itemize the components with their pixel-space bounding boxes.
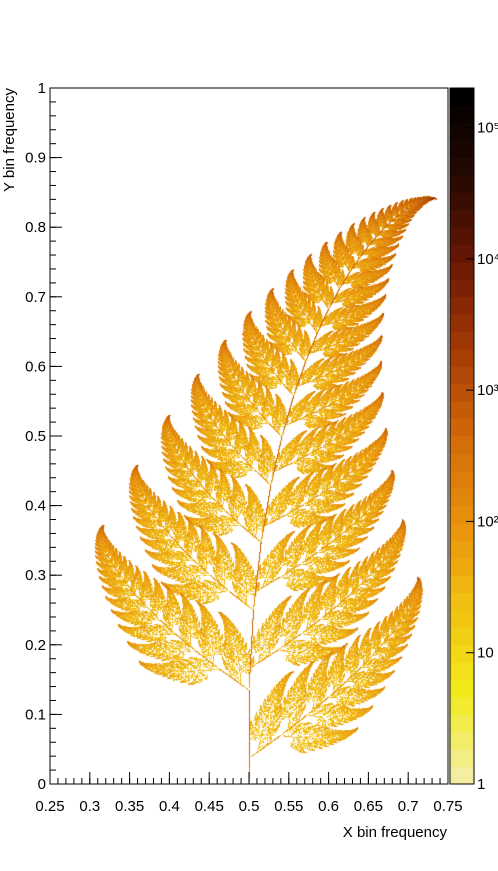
y-tick-label: 0.3 xyxy=(25,567,46,584)
colorbar-band xyxy=(450,279,474,297)
fern-density-image xyxy=(50,88,448,784)
y-tick-label: 0.2 xyxy=(25,637,46,654)
colorbar-tick-label: 10² xyxy=(477,513,498,530)
colorbar: 1 10 10² 10³ 10⁴ 10⁵ xyxy=(450,88,498,793)
x-tick-label: 0.35 xyxy=(115,798,144,815)
colorbar-band xyxy=(450,593,474,611)
colorbar-band xyxy=(450,732,474,750)
colorbar-band xyxy=(450,384,474,402)
colorbar-band xyxy=(450,767,474,785)
colorbar-band xyxy=(450,401,474,419)
colorbar-band xyxy=(450,645,474,663)
colorbar-band xyxy=(450,627,474,645)
colorbar-tick-label: 1 xyxy=(477,776,485,793)
y-tick-label: 0.6 xyxy=(25,358,46,375)
colorbar-band xyxy=(450,697,474,715)
colorbar-band xyxy=(450,158,474,176)
x-tick-label: 0.6 xyxy=(318,798,339,815)
x-tick-label: 0.7 xyxy=(398,798,419,815)
x-tick-label: 0.55 xyxy=(274,798,303,815)
colorbar-band xyxy=(450,105,474,123)
x-tick-label: 0.3 xyxy=(79,798,100,815)
colorbar-band xyxy=(450,453,474,471)
colorbar-tick-label: 10 xyxy=(477,645,494,662)
colorbar-band xyxy=(450,210,474,228)
colorbar-band xyxy=(450,419,474,437)
colorbar-band xyxy=(450,488,474,506)
colorbar-tick-label: 10⁴ xyxy=(477,251,498,268)
colorbar-band xyxy=(450,610,474,628)
colorbar-band xyxy=(450,245,474,263)
colorbar-band xyxy=(450,540,474,558)
y-tick-label: 0.8 xyxy=(25,219,46,236)
colorbar-band xyxy=(450,714,474,732)
y-tick-label: 0.5 xyxy=(25,428,46,445)
colorbar-band xyxy=(450,366,474,384)
colorbar-band xyxy=(450,227,474,245)
colorbar-band xyxy=(450,506,474,524)
colorbar-band xyxy=(450,262,474,280)
y-tick-label: 0.9 xyxy=(25,150,46,167)
colorbar-band xyxy=(450,558,474,576)
x-tick-label: 0.25 xyxy=(35,798,64,815)
y-tick-label: 0.1 xyxy=(25,706,46,723)
x-axis-title: X bin frequency xyxy=(343,824,448,841)
colorbar-tick-label: 10⁵ xyxy=(477,120,498,137)
colorbar-band xyxy=(450,749,474,767)
colorbar-band xyxy=(450,471,474,489)
colorbar-tick-label: 10³ xyxy=(477,382,498,399)
fern-density-layer xyxy=(50,88,448,784)
colorbar-band xyxy=(450,662,474,680)
x-tick-label: 0.75 xyxy=(433,798,462,815)
y-tick-label: 1 xyxy=(38,80,46,97)
colorbar-band xyxy=(450,349,474,367)
colorbar-band xyxy=(450,192,474,210)
y-tick-label: 0 xyxy=(38,776,46,793)
y-tick-label: 0.4 xyxy=(25,498,46,515)
colorbar-band xyxy=(450,314,474,332)
x-tick-label: 0.5 xyxy=(239,798,260,815)
y-axis-title: Y bin frequency xyxy=(1,88,18,192)
colorbar-band xyxy=(450,297,474,315)
colorbar-band xyxy=(450,332,474,350)
x-tick-label: 0.45 xyxy=(195,798,224,815)
colorbar-band xyxy=(450,175,474,193)
x-tick-label: 0.4 xyxy=(159,798,180,815)
colorbar-band xyxy=(450,575,474,593)
x-tick-label: 0.65 xyxy=(354,798,383,815)
colorbar-band xyxy=(450,123,474,141)
colorbar-band xyxy=(450,436,474,454)
colorbar-band xyxy=(450,523,474,541)
colorbar-band xyxy=(450,680,474,698)
y-tick-label: 0.7 xyxy=(25,289,46,306)
colorbar-band xyxy=(450,140,474,158)
colorbar-band xyxy=(450,88,474,106)
